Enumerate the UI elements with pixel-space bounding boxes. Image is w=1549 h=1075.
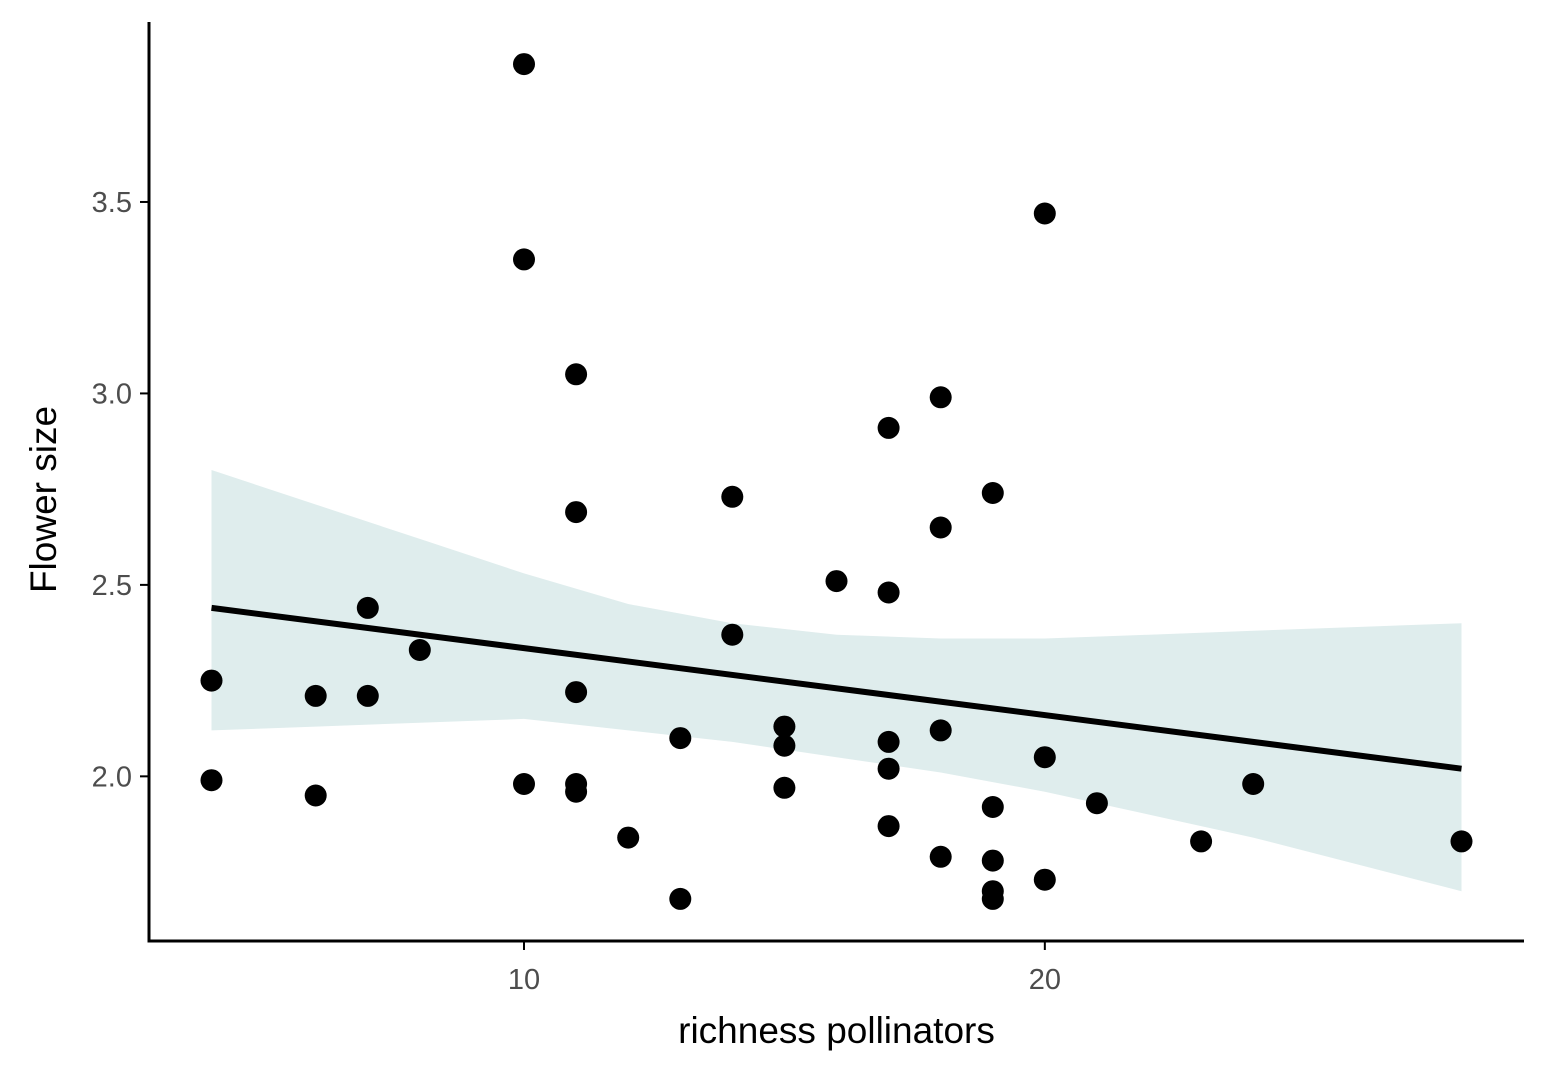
data-point bbox=[513, 53, 535, 76]
data-point bbox=[513, 248, 535, 271]
data-point bbox=[981, 796, 1004, 818]
data-point bbox=[1085, 792, 1108, 815]
data-point bbox=[877, 815, 900, 838]
data-point bbox=[565, 780, 588, 803]
data-point bbox=[565, 681, 588, 704]
data-point bbox=[1242, 773, 1265, 795]
plot-area bbox=[200, 53, 1473, 910]
data-point bbox=[565, 363, 588, 386]
data-point bbox=[721, 623, 744, 646]
data-point bbox=[1450, 830, 1473, 853]
data-point bbox=[1190, 830, 1213, 853]
data-point bbox=[200, 669, 223, 692]
points-layer bbox=[200, 53, 1473, 910]
x-axis-title: richness pollinators bbox=[678, 1010, 995, 1051]
x-tick-label: 20 bbox=[1029, 964, 1061, 996]
data-point bbox=[877, 730, 900, 753]
data-point bbox=[773, 734, 796, 757]
data-point bbox=[773, 776, 796, 799]
data-point bbox=[356, 596, 379, 619]
data-point bbox=[929, 386, 952, 409]
regression-line bbox=[211, 604, 1462, 772]
confidence-band bbox=[211, 470, 1462, 892]
data-point bbox=[304, 784, 327, 807]
data-point bbox=[1033, 868, 1056, 891]
y-axis-ticks: 2.0 2.5 3.0 3.5 bbox=[92, 187, 149, 793]
data-point bbox=[877, 757, 900, 780]
data-point bbox=[929, 719, 952, 742]
data-point bbox=[1033, 202, 1056, 225]
data-point bbox=[304, 684, 327, 707]
data-point bbox=[669, 887, 692, 910]
data-point bbox=[356, 684, 379, 707]
x-axis-ticks: 10 20 bbox=[508, 941, 1061, 996]
y-tick-label: 3.0 bbox=[92, 378, 132, 410]
data-point bbox=[408, 639, 431, 661]
data-point bbox=[721, 485, 744, 508]
data-point bbox=[981, 887, 1004, 910]
data-point bbox=[617, 826, 640, 849]
data-point bbox=[929, 516, 952, 539]
data-point bbox=[669, 727, 692, 750]
data-point bbox=[877, 416, 900, 439]
data-point bbox=[981, 482, 1004, 504]
data-point bbox=[929, 845, 952, 868]
y-tick-label: 3.5 bbox=[92, 187, 132, 219]
data-point bbox=[773, 715, 796, 738]
data-point bbox=[825, 570, 848, 593]
x-tick-label: 10 bbox=[508, 964, 540, 996]
data-point bbox=[200, 769, 223, 792]
data-point bbox=[877, 581, 900, 604]
data-point bbox=[981, 849, 1004, 872]
data-point bbox=[1033, 746, 1056, 769]
y-tick-label: 2.5 bbox=[92, 570, 132, 602]
y-tick-label: 2.0 bbox=[92, 761, 132, 793]
y-axis-title: Flower size bbox=[23, 406, 64, 593]
data-point bbox=[565, 501, 588, 524]
data-point bbox=[513, 773, 535, 795]
